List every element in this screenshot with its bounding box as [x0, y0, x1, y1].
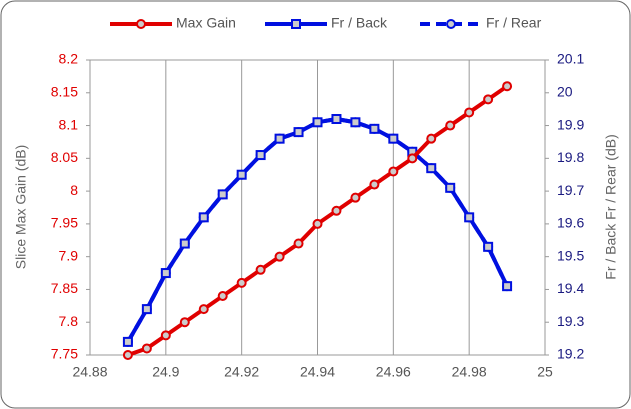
- legend-label: Max Gain: [176, 15, 236, 31]
- marker: [331, 114, 342, 124]
- y-tick-label: 7.9: [59, 247, 79, 263]
- marker: [331, 205, 342, 216]
- marker: [312, 117, 323, 128]
- y-tick-label: 8.2: [59, 51, 79, 67]
- marker: [255, 150, 266, 161]
- marker: [236, 169, 247, 180]
- x-tick-label: 24.9: [152, 364, 179, 380]
- y-axis-label: Slice Max Gain (dB): [13, 145, 29, 269]
- y2-tick-label: 19.2: [557, 346, 584, 362]
- marker: [122, 336, 133, 347]
- y-tick-label: 8.05: [51, 149, 78, 165]
- marker: [255, 264, 266, 275]
- y2-tick-label: 19.7: [557, 182, 584, 198]
- marker: [426, 133, 437, 144]
- y-tick-label: 7.75: [51, 346, 78, 362]
- x-tick-label: 24.94: [300, 364, 335, 380]
- marker: [388, 166, 399, 177]
- marker: [388, 133, 399, 144]
- marker: [464, 107, 475, 118]
- marker: [483, 241, 494, 252]
- marker: [369, 179, 380, 190]
- marker: [274, 251, 285, 262]
- y-tick-label: 8.1: [59, 116, 79, 132]
- marker: [312, 218, 323, 229]
- marker: [179, 238, 190, 249]
- legend-label: Fr / Back: [331, 15, 388, 31]
- marker: [502, 281, 513, 292]
- marker: [236, 277, 247, 288]
- marker: [274, 133, 285, 144]
- marker: [217, 291, 228, 301]
- y-tick-label: 7.85: [51, 280, 78, 296]
- y-tick-label: 7.95: [51, 215, 78, 231]
- y2-tick-label: 19.5: [557, 247, 584, 263]
- y2-tick-label: 20.1: [557, 51, 584, 67]
- marker: [407, 153, 418, 164]
- marker: [198, 304, 209, 315]
- marker: [350, 117, 361, 128]
- marker: [160, 268, 171, 279]
- marker: [141, 343, 152, 354]
- marker: [445, 182, 456, 193]
- y-tick-label: 8: [70, 182, 78, 198]
- y2-tick-label: 20: [557, 83, 573, 99]
- y-tick-label: 8.15: [51, 83, 78, 99]
- x-tick-label: 24.92: [224, 364, 259, 380]
- y2-tick-label: 19.4: [557, 280, 584, 296]
- marker: [198, 212, 209, 223]
- y2-tick-label: 19.3: [557, 313, 584, 329]
- marker: [141, 304, 152, 315]
- marker: [369, 123, 380, 134]
- y2-axis-label: Fr / Back Fr / Rear (dB): [603, 134, 619, 279]
- marker: [426, 163, 437, 174]
- legend-marker: [291, 19, 301, 29]
- x-tick-label: 24.98: [452, 364, 487, 380]
- y2-tick-label: 19.6: [557, 215, 584, 231]
- x-tick-label: 24.88: [72, 364, 107, 380]
- marker: [293, 238, 304, 249]
- legend-marker: [446, 19, 456, 29]
- marker: [350, 192, 361, 203]
- y2-tick-label: 19.8: [557, 149, 584, 165]
- marker: [483, 94, 494, 105]
- marker: [502, 81, 513, 92]
- x-tick-label: 25: [537, 364, 553, 380]
- marker: [122, 350, 133, 360]
- legend-marker: [136, 19, 146, 29]
- marker: [464, 212, 475, 223]
- marker: [445, 120, 456, 131]
- marker: [179, 317, 190, 328]
- marker: [293, 127, 304, 138]
- y-tick-label: 7.8: [59, 313, 79, 329]
- x-tick-label: 24.96: [376, 364, 411, 380]
- marker: [217, 189, 228, 200]
- y2-tick-label: 19.9: [557, 116, 584, 132]
- legend-label: Fr / Rear: [486, 15, 542, 31]
- marker: [160, 330, 171, 341]
